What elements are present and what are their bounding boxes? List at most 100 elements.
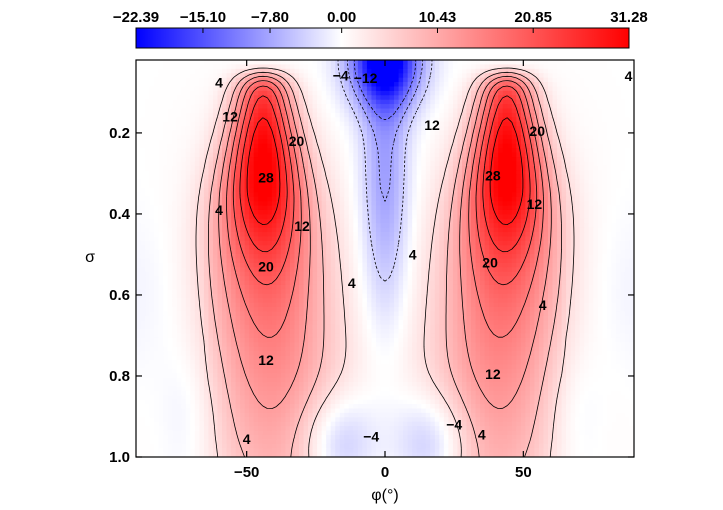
field-cell [471,236,477,242]
field-cell [326,161,332,167]
field-cell [520,152,526,158]
field-cell [475,218,481,224]
field-cell [190,77,196,83]
field-cell [502,187,508,193]
field-cell [289,192,296,198]
field-cell [611,64,617,70]
field-cell [217,174,223,180]
field-cell [412,196,418,202]
field-cell [466,108,472,114]
field-cell [489,104,495,110]
field-cell [502,82,508,88]
field-cell [289,161,296,167]
field-cell [176,95,182,101]
field-cell [344,205,350,211]
field-cell [629,223,634,229]
field-cell [502,179,508,185]
field-cell [416,152,422,158]
field-cell [185,192,191,198]
field-cell [258,201,264,207]
field-cell [262,130,268,136]
field-cell [158,183,164,189]
field-cell [448,183,454,189]
field-cell [412,223,418,229]
field-cell [507,236,513,242]
field-cell [258,240,264,246]
field-cell [584,126,590,132]
field-cell [566,104,572,110]
field-cell [425,183,431,189]
field-cell [154,143,160,149]
field-cell [602,227,608,233]
field-cell [629,112,634,118]
field-cell [199,117,205,123]
field-cell [389,174,395,180]
field-cell [452,64,459,70]
field-cell [253,148,259,154]
field-cell [267,112,273,118]
field-cell [136,143,142,149]
field-cell [212,218,219,224]
field-cell [190,152,196,158]
field-cell [606,245,612,251]
field-cell [317,77,323,83]
field-cell [615,205,622,211]
field-cell [398,236,404,242]
field-cell [502,73,508,79]
field-cell [353,126,359,132]
field-cell [529,143,535,149]
field-cell [588,82,594,88]
field-cell [362,139,368,145]
field-cell [597,157,603,163]
field-cell [615,126,622,132]
field-cell [231,245,237,251]
field-cell [339,157,345,163]
field-cell [317,130,323,136]
field-cell [380,95,386,101]
field-cell [475,214,481,220]
field-cell [588,205,594,211]
field-cell [348,139,354,145]
field-cell [534,99,540,105]
field-cell [606,139,612,145]
field-cell [430,60,436,66]
field-cell [136,249,142,255]
field-cell [425,121,431,127]
field-cell [480,205,486,211]
field-cell [457,64,463,70]
field-cell [502,254,508,260]
field-cell [471,60,477,66]
field-cell [398,60,404,66]
field-cell [217,227,223,233]
field-cell [235,174,241,180]
field-cell [443,161,449,167]
field-cell [534,165,540,171]
field-cell [326,112,332,118]
field-cell [271,170,277,176]
field-cell [620,117,626,123]
field-cell [394,187,400,193]
field-cell [348,82,354,88]
field-cell [461,112,468,118]
field-cell [308,77,314,83]
field-cell [525,232,531,238]
field-cell [267,82,273,88]
field-cell [199,104,205,110]
field-cell [557,179,563,185]
field-cell [163,179,169,185]
field-cell [212,139,219,145]
field-cell [167,205,173,211]
field-cell [385,143,391,149]
field-cell [611,240,617,246]
field-cell [398,249,404,255]
field-cell [584,165,590,171]
field-cell [312,112,318,118]
field-cell [421,161,427,167]
field-cell [244,254,250,260]
field-cell [557,183,563,189]
field-cell [181,68,187,74]
field-cell [557,90,563,96]
field-cell [353,205,359,211]
field-cell [511,108,517,114]
field-cell [253,249,259,255]
